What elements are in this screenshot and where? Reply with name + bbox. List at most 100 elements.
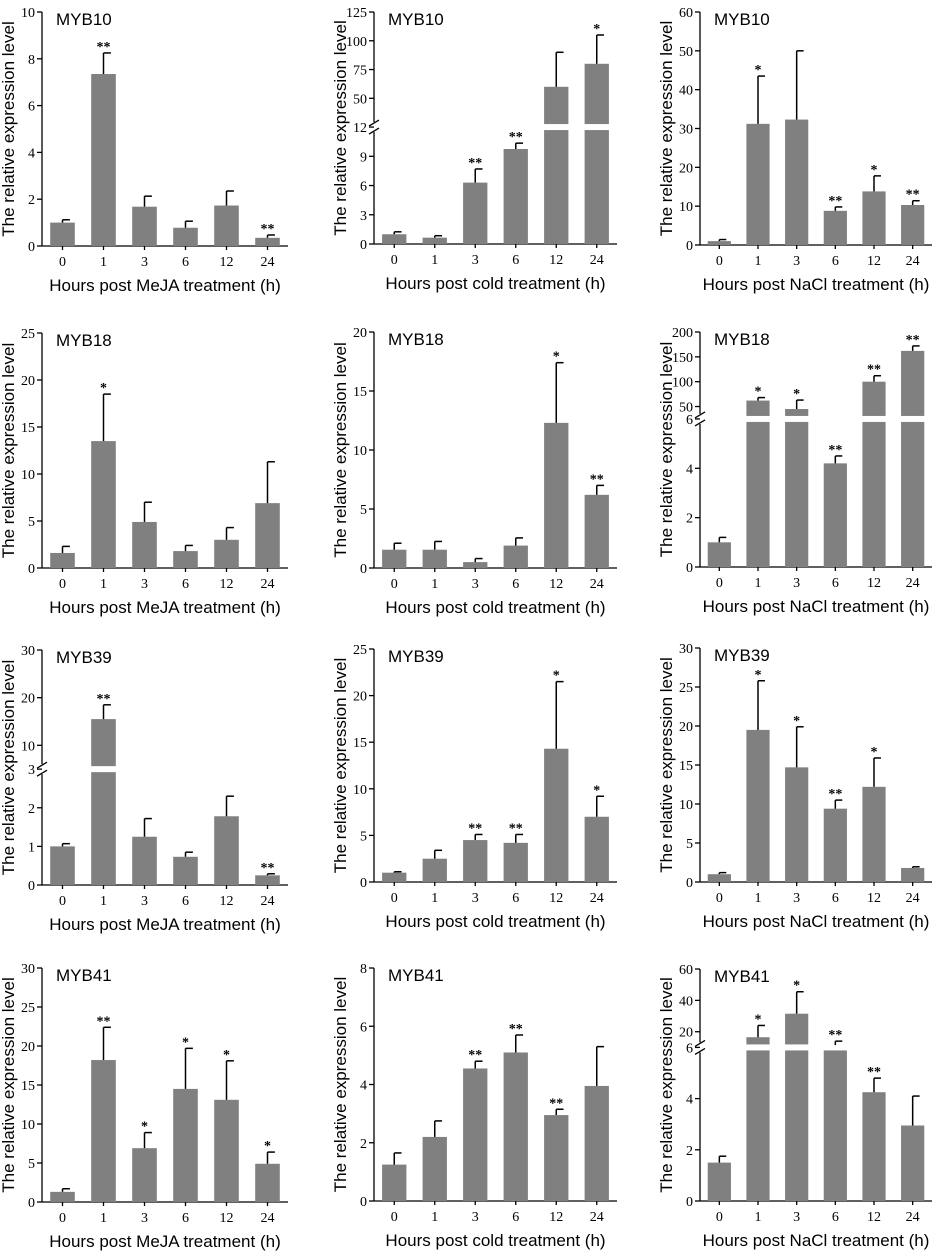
- x-tick-label: 0: [391, 1210, 398, 1225]
- bar: [544, 422, 569, 568]
- x-tick-label: 12: [549, 1210, 563, 1225]
- x-tick-label: 24: [261, 577, 275, 592]
- bar: [707, 241, 731, 245]
- y-tick-label: 2: [360, 1137, 367, 1152]
- y-tick-label: 0: [28, 562, 35, 577]
- x-tick-label: 12: [220, 894, 234, 909]
- bar: [544, 86, 569, 244]
- y-tick-label: 5: [360, 829, 367, 844]
- bar: [50, 1191, 75, 1202]
- y-axis-label: The relative expression level: [331, 977, 350, 1192]
- x-tick-label: 24: [261, 1211, 275, 1226]
- y-tick-label: 6: [686, 1041, 693, 1056]
- x-tick-label: 12: [220, 1211, 234, 1226]
- y-tick-label: 0: [360, 238, 367, 253]
- axis-break-mark: [368, 119, 380, 127]
- x-tick-label: 3: [472, 253, 479, 268]
- bar: [746, 123, 770, 245]
- bar: [862, 1092, 886, 1201]
- y-tick-label: 0: [28, 240, 35, 255]
- significance-label: **: [549, 1096, 563, 1111]
- axis-break-mark: [694, 1039, 706, 1047]
- y-tick-label: 2: [28, 193, 35, 208]
- x-tick-label: 12: [549, 577, 563, 592]
- chart-panel-5: 0 5 10 15 20 0 1 3 6 * 12 ** 24 MYB18 Hours post cold …: [331, 326, 617, 617]
- significance-label: **: [509, 821, 523, 836]
- x-tick-label: 3: [793, 254, 800, 269]
- x-axis-label: Hours post cold treatment (h): [385, 912, 605, 931]
- chart-panel-4: 0 5 10 15 20 25 0 * 1 3 6 12 24 MYB18 Hours post MeJA …: [0, 327, 288, 617]
- significance-label: *: [141, 1120, 148, 1135]
- bar: [132, 206, 157, 246]
- significance-label: *: [755, 63, 762, 78]
- bar: [214, 205, 239, 246]
- significance-label: **: [906, 333, 920, 348]
- y-tick-label: 0: [28, 1196, 35, 1211]
- x-tick-label: 24: [906, 254, 920, 269]
- bar: [50, 552, 75, 568]
- y-tick-label: 30: [21, 644, 35, 659]
- bar: [382, 1164, 407, 1201]
- x-tick-label: 24: [906, 891, 920, 906]
- y-tick-label: 2: [686, 512, 693, 527]
- y-axis-label: The relative expression level: [657, 21, 676, 236]
- bar: [91, 441, 116, 568]
- bar: [382, 549, 407, 568]
- y-tick-label: 50: [679, 401, 693, 416]
- y-tick-label: 6: [360, 1020, 367, 1035]
- x-tick-label: 3: [472, 891, 479, 906]
- significance-label: *: [553, 669, 560, 684]
- bar-break-gap: [861, 415, 887, 422]
- bar: [463, 562, 488, 568]
- x-axis-label: Hours post MeJA treatment (h): [49, 276, 280, 295]
- significance-label: **: [906, 188, 920, 203]
- y-tick-label: 5: [28, 1157, 35, 1172]
- y-tick-label: 10: [679, 798, 693, 813]
- y-tick-label: 3: [28, 763, 35, 778]
- y-tick-label: 8: [28, 53, 35, 68]
- significance-label: **: [828, 787, 842, 802]
- y-tick-label: 0: [360, 1195, 367, 1210]
- y-tick-label: 12: [353, 121, 367, 136]
- y-tick-label: 6: [686, 413, 693, 428]
- bar: [901, 1125, 925, 1201]
- y-axis-label: The relative expression level: [331, 20, 350, 235]
- x-tick-label: 24: [590, 577, 604, 592]
- significance-label: **: [867, 363, 881, 378]
- bar: [173, 1088, 198, 1202]
- axis-break-mark: [694, 411, 706, 419]
- y-tick-label: 0: [686, 561, 693, 576]
- bar: [823, 1045, 847, 1201]
- y-tick-label: 5: [686, 837, 693, 852]
- y-tick-label: 75: [353, 64, 367, 79]
- axis-break-mark: [368, 127, 380, 135]
- x-tick-label: 3: [141, 577, 148, 592]
- y-tick-label: 5: [360, 503, 367, 518]
- bar: [503, 148, 528, 244]
- x-tick-label: 3: [472, 577, 479, 592]
- axis-break-mark: [36, 761, 48, 769]
- y-tick-label: 4: [360, 1079, 367, 1094]
- x-tick-label: 0: [59, 255, 66, 270]
- x-axis-label: Hours post cold treatment (h): [385, 1231, 605, 1250]
- x-tick-label: 1: [100, 1211, 107, 1226]
- x-tick-label: 1: [100, 577, 107, 592]
- bar-break-gap: [583, 124, 610, 131]
- bar: [707, 1162, 731, 1201]
- x-tick-label: 6: [182, 894, 189, 909]
- y-tick-label: 15: [21, 421, 35, 436]
- bar: [746, 400, 770, 567]
- y-axis-label: The relative expression level: [0, 21, 18, 236]
- x-tick-label: 0: [391, 577, 398, 592]
- bar-break-gap: [900, 415, 926, 422]
- x-axis-label: Hours post NaCl treatment (h): [703, 912, 930, 931]
- significance-label: *: [182, 1035, 189, 1050]
- x-axis-label: Hours post cold treatment (h): [385, 598, 605, 617]
- bar: [707, 874, 731, 882]
- y-tick-label: 0: [686, 876, 693, 891]
- x-tick-label: 24: [590, 253, 604, 268]
- x-tick-label: 6: [512, 253, 519, 268]
- y-tick-label: 40: [679, 994, 693, 1009]
